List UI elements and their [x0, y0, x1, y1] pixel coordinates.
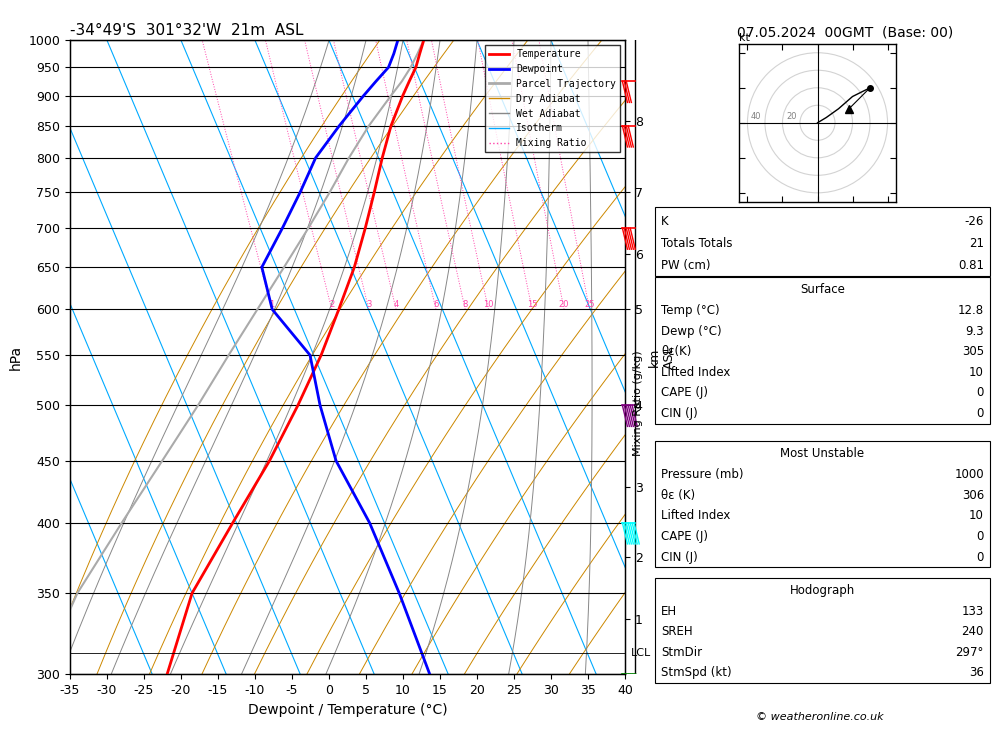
Text: 40: 40 [751, 112, 761, 121]
Text: Lifted Index: Lifted Index [661, 509, 730, 523]
Text: 240: 240 [962, 625, 984, 638]
Text: 1000: 1000 [954, 468, 984, 482]
Text: LCL: LCL [631, 648, 651, 658]
Text: Mixing Ratio (g/kg): Mixing Ratio (g/kg) [633, 350, 643, 456]
X-axis label: Dewpoint / Temperature (°C): Dewpoint / Temperature (°C) [248, 703, 447, 717]
Text: 0: 0 [977, 530, 984, 543]
Text: 9.3: 9.3 [965, 325, 984, 338]
Text: 15: 15 [527, 301, 537, 309]
Text: 20: 20 [559, 301, 569, 309]
Legend: Temperature, Dewpoint, Parcel Trajectory, Dry Adiabat, Wet Adiabat, Isotherm, Mi: Temperature, Dewpoint, Parcel Trajectory… [485, 45, 620, 152]
Y-axis label: km
ASL: km ASL [648, 345, 676, 369]
Text: Dewp (°C): Dewp (°C) [661, 325, 722, 338]
Text: 10: 10 [969, 509, 984, 523]
Text: 3: 3 [366, 301, 371, 309]
Text: 10: 10 [483, 301, 494, 309]
Text: © weatheronline.co.uk: © weatheronline.co.uk [756, 712, 884, 722]
Text: 133: 133 [962, 605, 984, 618]
Text: 1: 1 [269, 301, 274, 309]
Y-axis label: hPa: hPa [9, 345, 23, 370]
Text: 25: 25 [584, 301, 595, 309]
Text: CAPE (J): CAPE (J) [661, 530, 708, 543]
Text: 6: 6 [433, 301, 439, 309]
Text: θε(K): θε(K) [661, 345, 691, 358]
Text: Most Unstable: Most Unstable [780, 447, 865, 460]
Text: 4: 4 [393, 301, 399, 309]
Text: Pressure (mb): Pressure (mb) [661, 468, 744, 482]
Text: Hodograph: Hodograph [790, 583, 855, 597]
Text: 0: 0 [977, 386, 984, 399]
Text: 20: 20 [786, 112, 796, 121]
Text: θε (K): θε (K) [661, 489, 695, 502]
Text: EH: EH [661, 605, 677, 618]
Text: PW (cm): PW (cm) [661, 259, 710, 272]
Text: 8: 8 [462, 301, 468, 309]
Text: 0.81: 0.81 [958, 259, 984, 272]
Text: K: K [661, 215, 669, 228]
Text: 12.8: 12.8 [958, 304, 984, 317]
Text: Totals Totals: Totals Totals [661, 237, 732, 250]
Text: 297°: 297° [956, 646, 984, 659]
Text: 306: 306 [962, 489, 984, 502]
Text: 07.05.2024  00GMT  (Base: 00): 07.05.2024 00GMT (Base: 00) [737, 26, 953, 40]
Text: 305: 305 [962, 345, 984, 358]
Text: CIN (J): CIN (J) [661, 407, 698, 420]
Text: SREH: SREH [661, 625, 693, 638]
Text: 0: 0 [977, 550, 984, 564]
Text: Surface: Surface [800, 283, 845, 296]
Text: StmDir: StmDir [661, 646, 702, 659]
Text: CIN (J): CIN (J) [661, 550, 698, 564]
Text: 10: 10 [969, 366, 984, 379]
Text: Lifted Index: Lifted Index [661, 366, 730, 379]
Text: 36: 36 [969, 666, 984, 679]
Text: 0: 0 [977, 407, 984, 420]
Text: StmSpd (kt): StmSpd (kt) [661, 666, 732, 679]
Text: -26: -26 [965, 215, 984, 228]
Text: 2: 2 [329, 301, 334, 309]
Text: 21: 21 [969, 237, 984, 250]
Text: -34°49'S  301°32'W  21m  ASL: -34°49'S 301°32'W 21m ASL [70, 23, 304, 38]
Text: CAPE (J): CAPE (J) [661, 386, 708, 399]
Text: kt: kt [739, 33, 750, 43]
Text: Temp (°C): Temp (°C) [661, 304, 720, 317]
